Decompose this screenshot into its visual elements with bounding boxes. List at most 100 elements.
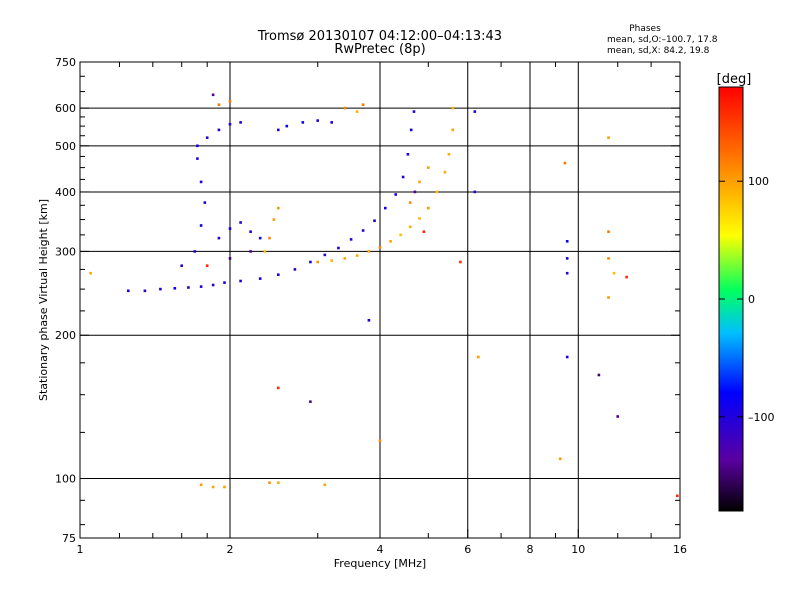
data-point <box>389 240 392 243</box>
data-point <box>211 485 215 489</box>
data-point <box>427 166 430 169</box>
data-point <box>196 144 199 148</box>
data-point <box>180 264 183 267</box>
data-point <box>228 100 232 103</box>
data-point <box>239 279 242 283</box>
data-point <box>277 273 280 276</box>
data-point <box>373 219 376 222</box>
series-group <box>205 93 679 498</box>
data-point <box>361 103 365 106</box>
data-point <box>199 180 203 184</box>
y-tick-label: 75 <box>62 532 76 545</box>
data-point <box>330 259 333 262</box>
y-tick-label: 500 <box>55 140 76 153</box>
data-point <box>268 481 271 484</box>
colorbar-tick-label: 100 <box>748 175 769 188</box>
data-point <box>277 206 280 210</box>
data-point <box>173 287 177 290</box>
data-point <box>203 201 207 204</box>
y-tick-label: 300 <box>55 245 76 258</box>
x-tick-label: 8 <box>527 543 534 556</box>
x-tick-label: 1 <box>77 543 84 556</box>
y-tick-label: 750 <box>55 56 76 69</box>
data-point <box>607 136 610 139</box>
x-axis-label: Frequency [MHz] <box>334 557 426 570</box>
chart-title: Tromsø 20130107 04:12:00–04:13:43 <box>257 29 502 44</box>
data-point <box>249 250 252 253</box>
data-point <box>607 296 610 299</box>
data-point <box>563 161 567 165</box>
data-point <box>435 190 439 194</box>
data-point <box>309 260 312 264</box>
data-point <box>443 170 447 174</box>
colorbar-tick-label: 0 <box>748 293 755 306</box>
data-point <box>607 230 610 233</box>
data-point <box>361 229 365 232</box>
data-point <box>316 260 319 264</box>
data-point <box>597 373 601 377</box>
data-point <box>196 157 199 160</box>
data-point <box>258 277 262 280</box>
data-point <box>159 287 162 291</box>
data-point <box>384 206 387 210</box>
minor-ticks <box>80 62 680 538</box>
data-point <box>258 236 262 240</box>
data-point <box>293 268 297 271</box>
data-point <box>427 206 430 210</box>
data-point <box>406 153 410 156</box>
data-point <box>477 355 480 359</box>
data-point <box>187 286 190 289</box>
data-point <box>607 257 610 260</box>
data-point <box>323 483 327 487</box>
data-point <box>337 246 340 250</box>
data-point <box>378 246 382 249</box>
data-point <box>378 439 382 443</box>
data-point <box>413 190 417 194</box>
data-point <box>473 110 477 113</box>
data-point <box>223 281 226 284</box>
data-point <box>349 238 353 241</box>
data-point <box>223 485 226 489</box>
data-point <box>301 121 305 124</box>
data-point <box>409 128 413 132</box>
data-point <box>330 121 333 124</box>
data-point <box>401 175 405 179</box>
data-point <box>277 128 280 132</box>
data-point <box>343 257 347 260</box>
data-point <box>193 250 197 253</box>
data-point <box>143 289 147 293</box>
stats-line-o: mean, sd,O:–100.7, 17.8 <box>607 35 718 45</box>
data-point <box>565 257 569 260</box>
data-point <box>355 254 359 257</box>
y-tick-label: 100 <box>55 473 76 486</box>
data-point <box>473 190 477 194</box>
data-point <box>565 240 569 243</box>
data-point <box>625 275 628 279</box>
data-point <box>459 260 462 264</box>
x-tick-label: 16 <box>673 543 687 556</box>
data-point <box>268 236 271 240</box>
data-point <box>565 355 569 359</box>
data-point <box>309 400 312 403</box>
data-point <box>355 110 359 113</box>
data-point <box>239 121 242 124</box>
colorbar-tick-label: –100 <box>748 411 775 424</box>
data-point <box>316 119 319 122</box>
stats-line-x: mean, sd,X: 84.2, 19.8 <box>607 46 710 56</box>
y-axis-label: Stationary phase Virtual Height [km] <box>37 199 50 401</box>
data-point <box>272 218 276 221</box>
data-point <box>451 106 455 110</box>
data-point <box>422 230 426 233</box>
data-points <box>89 93 679 498</box>
data-point <box>199 483 203 487</box>
data-point <box>239 221 242 224</box>
data-point <box>412 110 416 113</box>
y-tick-label: 600 <box>55 102 76 115</box>
data-point <box>205 136 209 139</box>
data-point <box>408 201 412 204</box>
data-point <box>676 494 679 498</box>
data-point <box>399 233 402 237</box>
data-point <box>217 128 221 132</box>
data-point <box>211 283 215 287</box>
